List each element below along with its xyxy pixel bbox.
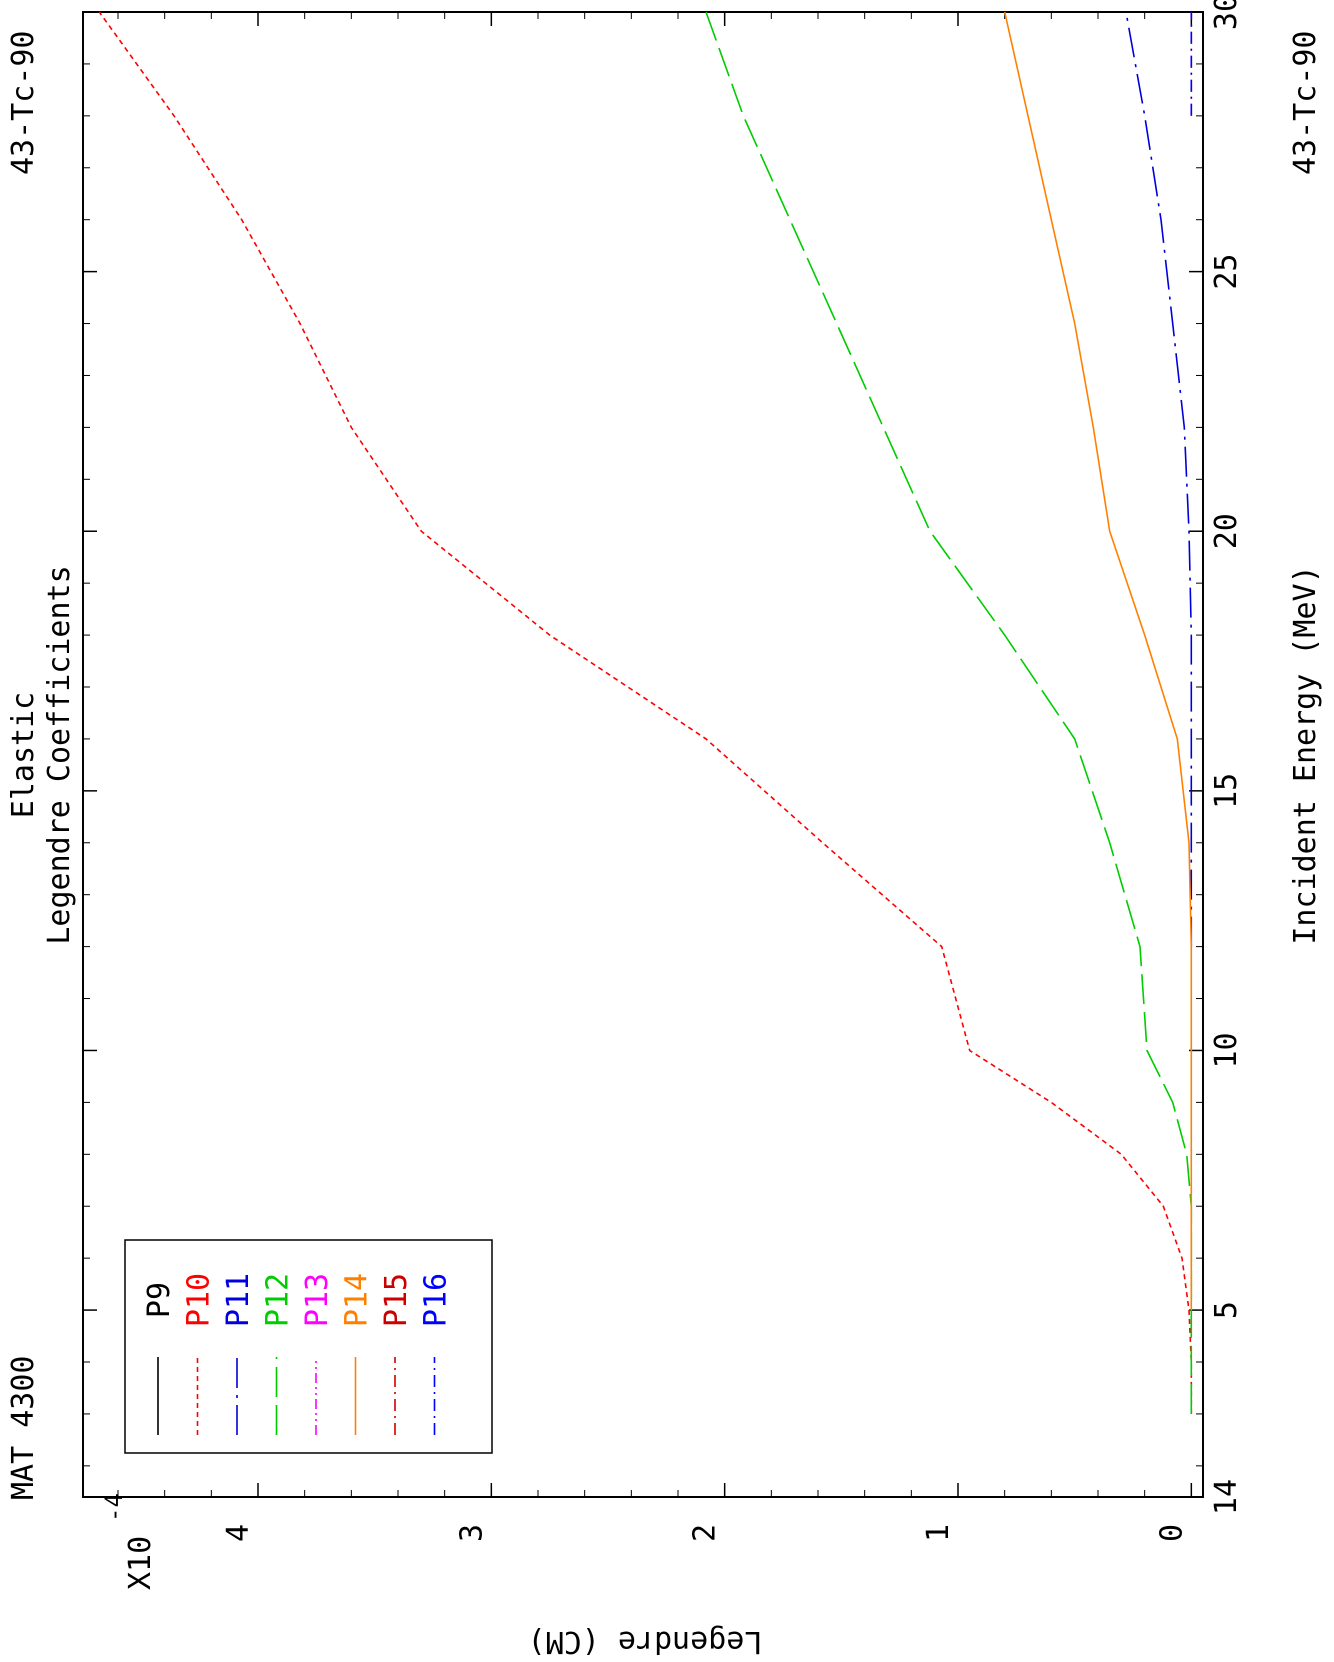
legend-frame (124, 1239, 493, 1454)
legend-label-p11: P11 (221, 1273, 256, 1327)
y-tick-label: 2 (688, 1524, 723, 1542)
legend-items: P9 P10 P11 P12 P13 P14 P15 P16 (142, 1273, 454, 1435)
y-tick-label: 4 (221, 1524, 256, 1542)
chart-title-line1: Elastic (6, 692, 41, 818)
y-multiplier: X10 -4 (100, 1493, 158, 1590)
x-tick-label: 15 (1209, 773, 1244, 809)
y-axis-title: Legendre (CM) (528, 1624, 763, 1659)
y-multiplier-exponent: -4 (100, 1493, 128, 1522)
mat-label: MAT 4300 (6, 1356, 41, 1501)
series-line-p10 (98, 11, 1193, 1414)
legend-label-p15: P15 (379, 1273, 414, 1327)
legend-label-p9: P9 (142, 1282, 177, 1318)
x-tick-label: 10 (1209, 1032, 1244, 1068)
isotope-label-bottom: 43-Tc-90 (1288, 31, 1323, 176)
x-tick-label: 5 (1209, 1301, 1244, 1319)
legend-label-p16: P16 (419, 1273, 454, 1327)
series-line-p11 (1125, 11, 1193, 947)
x-axis-title: Incident Energy (MeV) (1288, 565, 1323, 944)
legend-label-p10: P10 (182, 1273, 217, 1327)
legend-label-p12: P12 (261, 1273, 296, 1327)
y-tick-label: 1 (921, 1524, 956, 1542)
legend-label-p14: P14 (340, 1273, 375, 1327)
chart-title-line2: Legendre Coefficients (42, 565, 77, 944)
tick-marks: 14 5 10 15 20 25 30 0 1 2 3 4 (83, 0, 1244, 1542)
y-multiplier-base: X10 (123, 1536, 158, 1590)
x-tick-label: 25 (1209, 254, 1244, 290)
legend: P9 P10 P11 P12 P13 P14 P15 P16 (124, 1239, 493, 1454)
series-layer (98, 11, 1193, 1414)
y-tick-label: 3 (454, 1524, 489, 1542)
series-line-p14 (1003, 11, 1193, 1311)
y-tick-label: 0 (1154, 1524, 1189, 1542)
series-line-p12 (705, 11, 1193, 1414)
x-tick-label: 20 (1209, 513, 1244, 549)
isotope-label-top: 43-Tc-90 (6, 31, 41, 176)
x-tick-label: 14 (1209, 1479, 1244, 1515)
plot-frame (82, 11, 1204, 1498)
x-tick-label: 30 (1209, 0, 1244, 30)
legend-label-p13: P13 (300, 1273, 335, 1327)
